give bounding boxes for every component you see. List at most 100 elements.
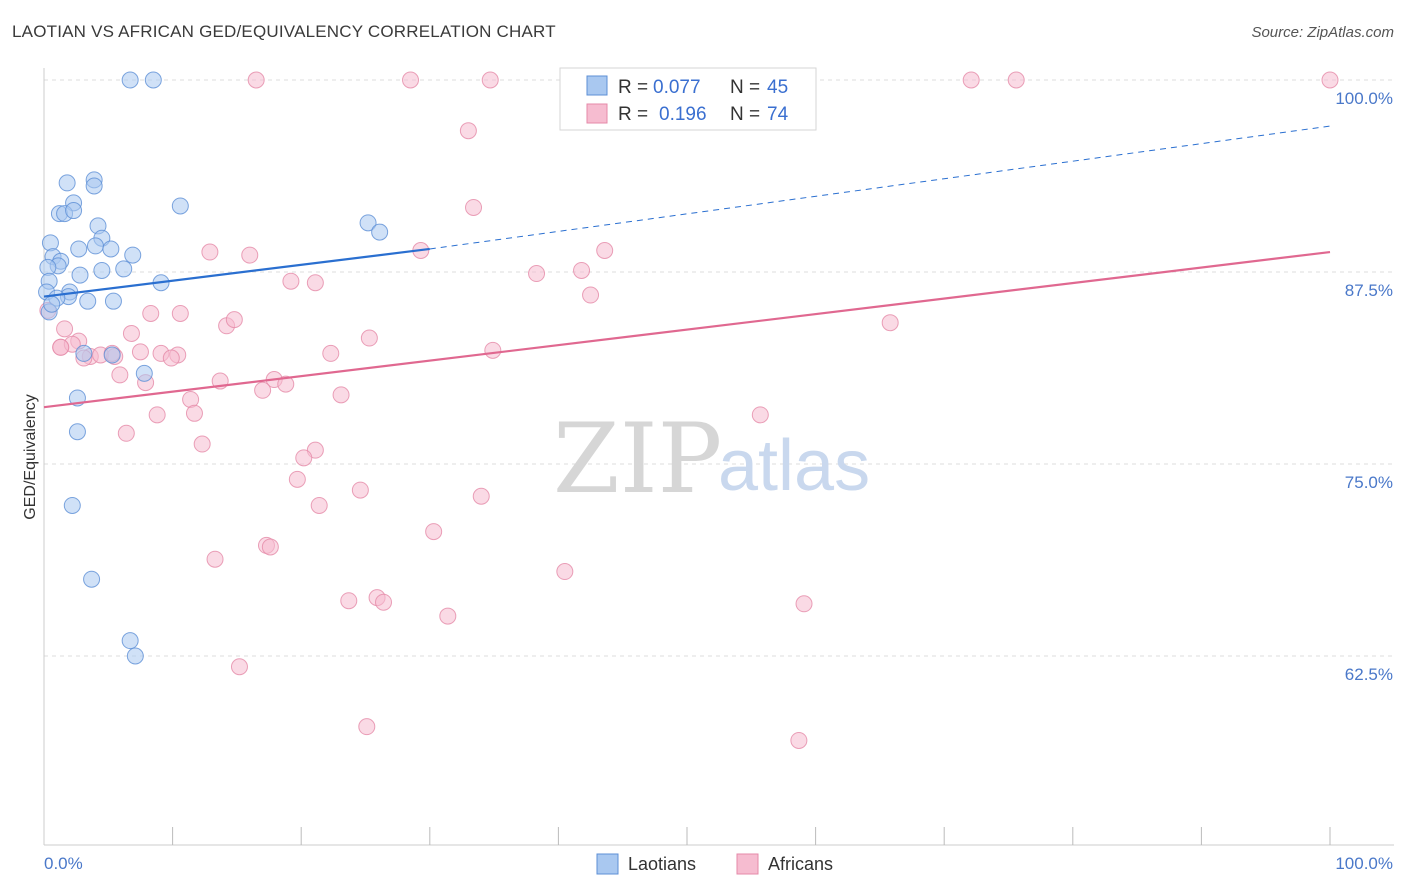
africans-point-52 [193, 435, 211, 453]
legend-laotians-n-label: N = [730, 77, 760, 98]
africans-point-46 [332, 386, 350, 404]
bottom-legend-laotians-swatch [596, 853, 619, 875]
africans-point-8 [465, 198, 483, 216]
africans-point-57 [472, 487, 490, 505]
africans-point-14 [573, 261, 591, 279]
africans-point-44 [277, 375, 295, 393]
africans-point-63 [556, 563, 574, 581]
africans-point-12 [596, 241, 614, 259]
laotians-point-21 [93, 261, 111, 279]
africans-point-54 [295, 449, 313, 467]
laotians-point-42 [359, 214, 377, 232]
chart-source: Source: ZipAtlas.com [1251, 24, 1394, 41]
bottom-legend-africans-label: Africans [768, 854, 833, 874]
legend-africans-r-value: 0.196 [659, 104, 707, 125]
africans-point-70 [358, 718, 376, 736]
laotians-point-38 [63, 496, 81, 514]
africans-point-68 [439, 607, 457, 625]
laotians-point-34 [103, 346, 121, 364]
x-tick-label-min: 0.0% [44, 854, 83, 873]
africans-point-50 [751, 406, 769, 424]
africans-point-25 [360, 329, 378, 347]
y-tick-label-0: 100.0% [1335, 89, 1393, 108]
africans-point-21 [225, 311, 243, 329]
africans-point-19 [171, 304, 189, 322]
y-tick-label-3: 62.5% [1345, 665, 1393, 684]
laotians-point-30 [79, 292, 97, 310]
laotians-trend-extension [429, 125, 1331, 250]
africans-point-17 [582, 286, 600, 304]
africans-point-73 [52, 338, 70, 356]
watermark-zip: ZIP [553, 403, 722, 515]
bottom-legend-laotians-label: Laotians [628, 854, 696, 874]
africans-point-49 [148, 406, 166, 424]
legend-africans-swatch [586, 103, 608, 124]
africans-point-0 [247, 71, 265, 89]
bottom-legend: Laotians Africans [596, 853, 833, 875]
africans-point-7 [459, 122, 477, 140]
africans-point-61 [261, 538, 279, 556]
legend-box: R = 0.077 N = 45 R = 0.196 N = 74 [559, 67, 817, 131]
laotians-point-41 [126, 647, 144, 665]
laotians-point-14 [86, 237, 104, 255]
laotians-point-16 [124, 246, 142, 264]
africans-point-4 [962, 71, 980, 89]
axes-layer [43, 68, 1394, 846]
africans-trend-line [43, 250, 1331, 409]
y-axis-title: GED/Equivalency [22, 394, 39, 519]
africans-point-51 [117, 424, 135, 442]
laotians-point-31 [104, 292, 122, 310]
laotians-point-23 [71, 266, 89, 284]
africans-point-10 [241, 246, 259, 264]
legend-africans-n-label: N = [730, 104, 760, 125]
legend-laotians-swatch [586, 75, 608, 96]
laotians-trend-line [43, 247, 430, 298]
africans-point-58 [310, 496, 328, 514]
x-tick-label-max: 100.0% [1335, 854, 1393, 873]
africans-points [39, 71, 1339, 749]
y-tick-labels: 100.0% 87.5% 75.0% 62.5% [1335, 89, 1393, 684]
laotians-point-22 [115, 260, 133, 278]
africans-point-22 [881, 314, 899, 332]
laotians-point-0 [121, 71, 139, 89]
laotians-point-37 [68, 423, 86, 441]
africans-point-6 [1321, 71, 1339, 89]
legend-africans-r-label: R = [618, 104, 648, 125]
africans-point-32 [322, 344, 340, 362]
y-tick-label-2: 75.0% [1345, 473, 1393, 492]
laotians-point-35 [135, 364, 153, 382]
y-tick-label-1: 87.5% [1345, 281, 1393, 300]
laotians-point-1 [144, 71, 162, 89]
laotians-point-39 [83, 570, 101, 588]
laotians-point-8 [65, 202, 83, 220]
x-tick-marks [172, 827, 1331, 845]
laotians-point-2 [58, 174, 76, 192]
africans-point-1 [402, 71, 420, 89]
africans-point-24 [122, 324, 140, 342]
legend-laotians-r-value: 0.077 [653, 77, 701, 98]
africans-point-48 [185, 404, 203, 422]
africans-point-9 [201, 243, 219, 261]
laotians-point-44 [43, 295, 61, 313]
africans-point-38 [162, 349, 180, 367]
africans-point-33 [484, 341, 502, 359]
trend-lines [43, 125, 1331, 409]
africans-point-64 [340, 592, 358, 610]
africans-point-67 [795, 595, 813, 613]
laotians-point-12 [41, 234, 59, 252]
africans-point-40 [111, 366, 129, 384]
africans-point-59 [425, 523, 443, 541]
bottom-legend-africans-swatch [736, 853, 759, 875]
africans-point-5 [1007, 71, 1025, 89]
africans-point-13 [528, 265, 546, 283]
laotians-point-40 [121, 632, 139, 650]
africans-point-29 [131, 343, 149, 361]
chart-title: LAOTIAN VS AFRICAN GED/EQUIVALENCY CORRE… [12, 22, 556, 41]
laotians-point-9 [171, 197, 189, 215]
laotians-point-13 [70, 240, 88, 258]
africans-point-23 [56, 320, 74, 338]
africans-point-45 [254, 381, 272, 399]
laotians-points [38, 71, 389, 665]
grid-layer [44, 79, 1394, 657]
